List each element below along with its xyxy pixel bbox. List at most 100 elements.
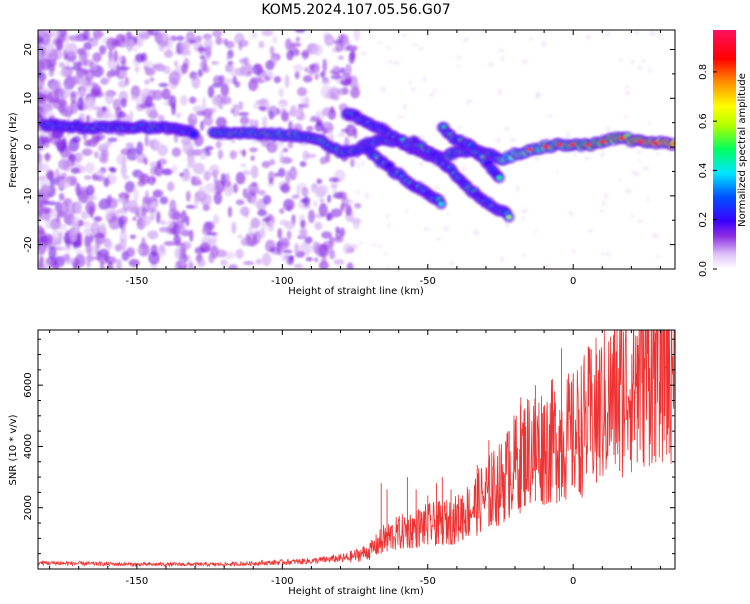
spectrogram-blob-2409 (600, 140, 607, 144)
spectrogram-blob-293 (302, 75, 313, 83)
spectrogram-blob-1175 (421, 77, 428, 83)
spectrogram-blob-779 (345, 45, 358, 52)
spectrogram-blob-307 (236, 234, 243, 239)
spectrogram-blob-862 (273, 76, 282, 84)
spectrogram-blob-1198 (624, 90, 631, 97)
spectrogram-blob-634 (158, 226, 170, 233)
spectrogram-blob-1019 (202, 204, 210, 212)
spectrogram-blob-41 (83, 41, 93, 51)
spectrogram-blob-1125 (604, 30, 611, 37)
spectrogram-blob-1034 (243, 261, 255, 266)
spectrogram-blob-279 (124, 181, 135, 193)
spectrogram-blob-989 (84, 162, 95, 174)
spectrogram-blob-816 (255, 258, 262, 265)
y-tick-label-3: 10 (23, 92, 34, 105)
spectrogram-blob-510 (125, 31, 133, 40)
spectrogram-blob-1165 (601, 199, 606, 207)
spectrogram-blob-217 (144, 79, 150, 85)
spectrogram-blob-30 (257, 189, 266, 196)
spectrogram-blob-158 (282, 147, 289, 153)
spectrogram-blob-682 (163, 241, 176, 246)
spectrogram-blob-1094 (121, 59, 127, 68)
spectrogram-blob-288 (125, 247, 135, 258)
spectrogram-blob-516 (286, 230, 292, 240)
spectrogram-blob-981 (267, 105, 279, 118)
spectrogram-blob-1011 (41, 206, 52, 215)
spectrogram-blob-1216 (540, 40, 547, 48)
spectrogram-blob-891 (55, 37, 63, 51)
x-tick-label-2: -50 (420, 276, 436, 287)
spectrogram-blob-850 (86, 184, 95, 196)
spectrogram-blob-717 (85, 114, 91, 122)
colorbar-tick-label-0: 0.0 (698, 261, 709, 277)
spectrogram-blob-375 (291, 194, 300, 199)
spectrogram-blob-356 (171, 164, 178, 174)
spectrogram-blob-780 (212, 214, 220, 225)
spectrogram-blob-1099 (353, 30, 361, 42)
spectrogram-blob-994 (343, 198, 354, 204)
spectrogram-blob-420 (107, 57, 116, 70)
spectrogram-blob-506 (199, 242, 211, 253)
spectrogram-blob-1187 (624, 84, 629, 89)
spectrogram-blob-1093 (193, 196, 200, 210)
spectrogram-blob-201 (144, 67, 156, 76)
spectrogram-blob-1015 (82, 59, 95, 67)
spectrogram-blob-162 (278, 167, 286, 178)
spectrogram-blob-962 (69, 153, 77, 162)
spectrogram-blob-1211 (468, 99, 474, 103)
spectrogram-blob-855 (38, 260, 43, 269)
spectrogram-blob-489 (212, 30, 223, 38)
spectrogram-blob-2408 (584, 143, 591, 147)
spectrogram-blob-1188 (504, 222, 510, 229)
spectrogram-blob-966 (258, 40, 265, 49)
spectrogram-blob-879 (292, 169, 298, 177)
spectrogram-blob-1027 (240, 64, 245, 77)
spectrogram-blob-386 (278, 100, 289, 108)
spectrogram-blob-980 (320, 84, 332, 99)
spectrogram-blob-956 (58, 178, 71, 189)
spectrogram-blob-1076 (156, 160, 162, 169)
spectrogram-blob-841 (144, 208, 157, 213)
spectrogram-blob-1174 (495, 137, 502, 144)
spectrogram-blob-825 (137, 247, 143, 254)
colorbar-tick-label-3: 0.6 (698, 113, 709, 129)
spectrogram-blob-260 (322, 58, 328, 73)
spectrogram-blob-1048 (240, 206, 250, 217)
spectrogram-blob-1192 (515, 185, 520, 192)
spectrogram-blob-1068 (38, 204, 43, 218)
spectrogram-blob-1197 (648, 120, 652, 127)
spectrogram-blob-791 (330, 106, 335, 115)
spectrogram-blob-1025 (48, 246, 57, 261)
spectrogram-blob-393 (215, 116, 227, 128)
spectrogram-blob-94 (242, 188, 248, 199)
spectrogram-blob-564 (256, 79, 266, 84)
spectrogram-blob-984 (55, 215, 61, 223)
spectrogram-blob-1055 (261, 253, 272, 267)
spectrogram-blob-274 (227, 206, 233, 218)
spectrogram-blob-1050 (285, 38, 292, 51)
spectrogram-blob-126 (235, 248, 244, 259)
spectrogram-blob-1214 (543, 263, 550, 269)
spectrogram-blob-806 (74, 253, 86, 268)
snr-frame (37, 329, 676, 570)
spectrogram-blob-1069 (77, 96, 84, 111)
spectrogram-blob-715 (59, 96, 66, 110)
spectrogram-blob-830 (300, 97, 307, 104)
spectrogram-blob-820 (87, 97, 96, 109)
spectrogram-blob-1004 (62, 253, 70, 262)
spectrogram-blob-1074 (318, 202, 328, 217)
spectrogram-blob-199 (93, 215, 103, 223)
spectrogram-blob-1095 (91, 131, 97, 145)
spectrogram-blob-143 (220, 259, 229, 267)
spectrogram-blob-270 (113, 49, 118, 63)
spectrogram-blob-167 (59, 223, 67, 231)
spectrogram-blob-1160 (637, 65, 643, 71)
spectrogram-blob-903 (226, 55, 231, 61)
spectrogram-blob-156 (132, 216, 137, 221)
spectrogram-blob-107 (277, 228, 283, 239)
spectrogram-blob-788 (308, 64, 316, 70)
spectrogram-blob-908 (207, 107, 217, 113)
spectrogram-blob-1185 (647, 68, 652, 74)
spectrogram-blob-650 (353, 219, 360, 230)
spectrogram-blob-1010 (73, 264, 78, 269)
